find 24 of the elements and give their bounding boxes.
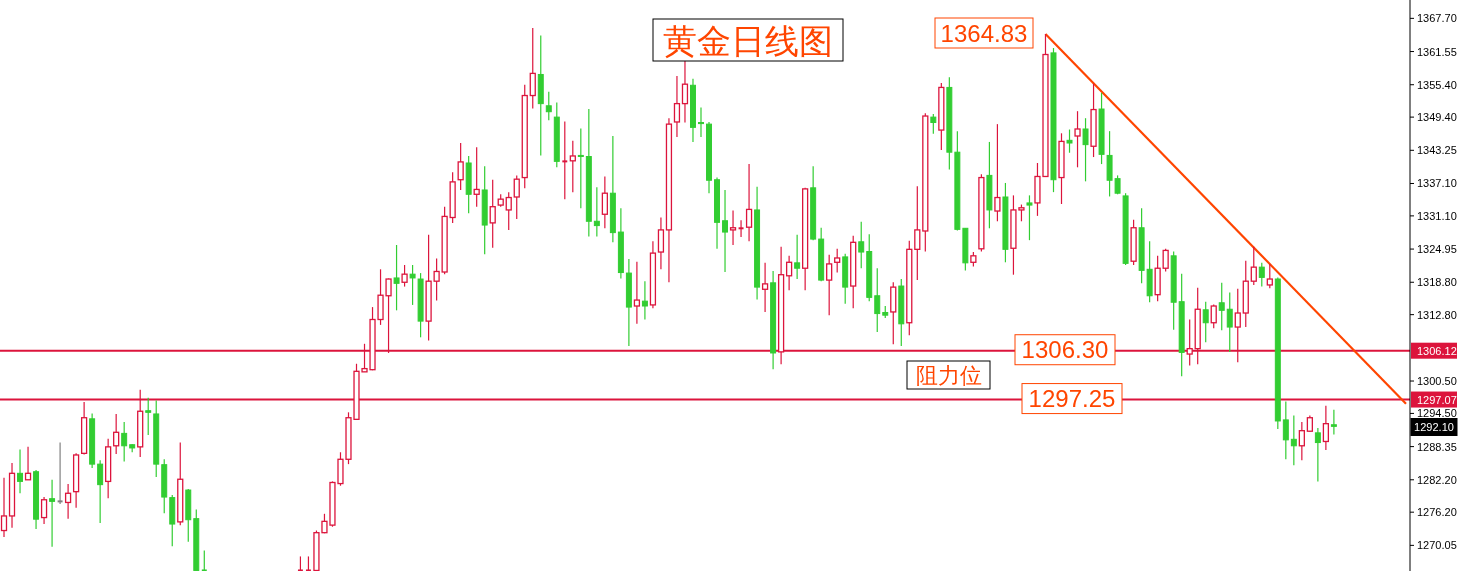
- y-tick-label: 1361.55: [1417, 45, 1457, 58]
- ref-line-label: 1297.07: [1417, 393, 1457, 406]
- text: 黄金日线图: [663, 23, 833, 60]
- y-tick-label: 1282.20: [1417, 473, 1457, 486]
- y-tick-label: 1331.10: [1417, 209, 1457, 222]
- y-tick-label: 1349.40: [1417, 111, 1457, 124]
- y-tick-label: 1337.10: [1417, 177, 1457, 190]
- annotation: 1297.25: [1028, 385, 1116, 413]
- y-tick-label: 1270.05: [1417, 539, 1457, 552]
- y-tick-label: 1343.25: [1417, 144, 1457, 157]
- annotation: 1364.83: [940, 19, 1028, 47]
- annotation: 1306.30: [1021, 336, 1109, 364]
- ref-line-label: 1306.12: [1417, 344, 1457, 357]
- y-tick-label: 1276.20: [1417, 506, 1457, 519]
- y-tick-label: 1367.70: [1417, 12, 1457, 25]
- y-tick-label: 1355.40: [1417, 78, 1457, 91]
- text: 1292.10: [1414, 420, 1454, 433]
- y-tick-label: 1318.80: [1417, 276, 1457, 289]
- y-tick-label: 1312.80: [1417, 308, 1457, 321]
- annotation: 阻力位: [915, 362, 982, 388]
- y-tick-label: 1294.50: [1417, 407, 1457, 420]
- y-tick-label: 1300.50: [1417, 375, 1457, 388]
- y-tick-label: 1324.95: [1417, 243, 1457, 256]
- y-tick-label: 1288.35: [1417, 440, 1457, 453]
